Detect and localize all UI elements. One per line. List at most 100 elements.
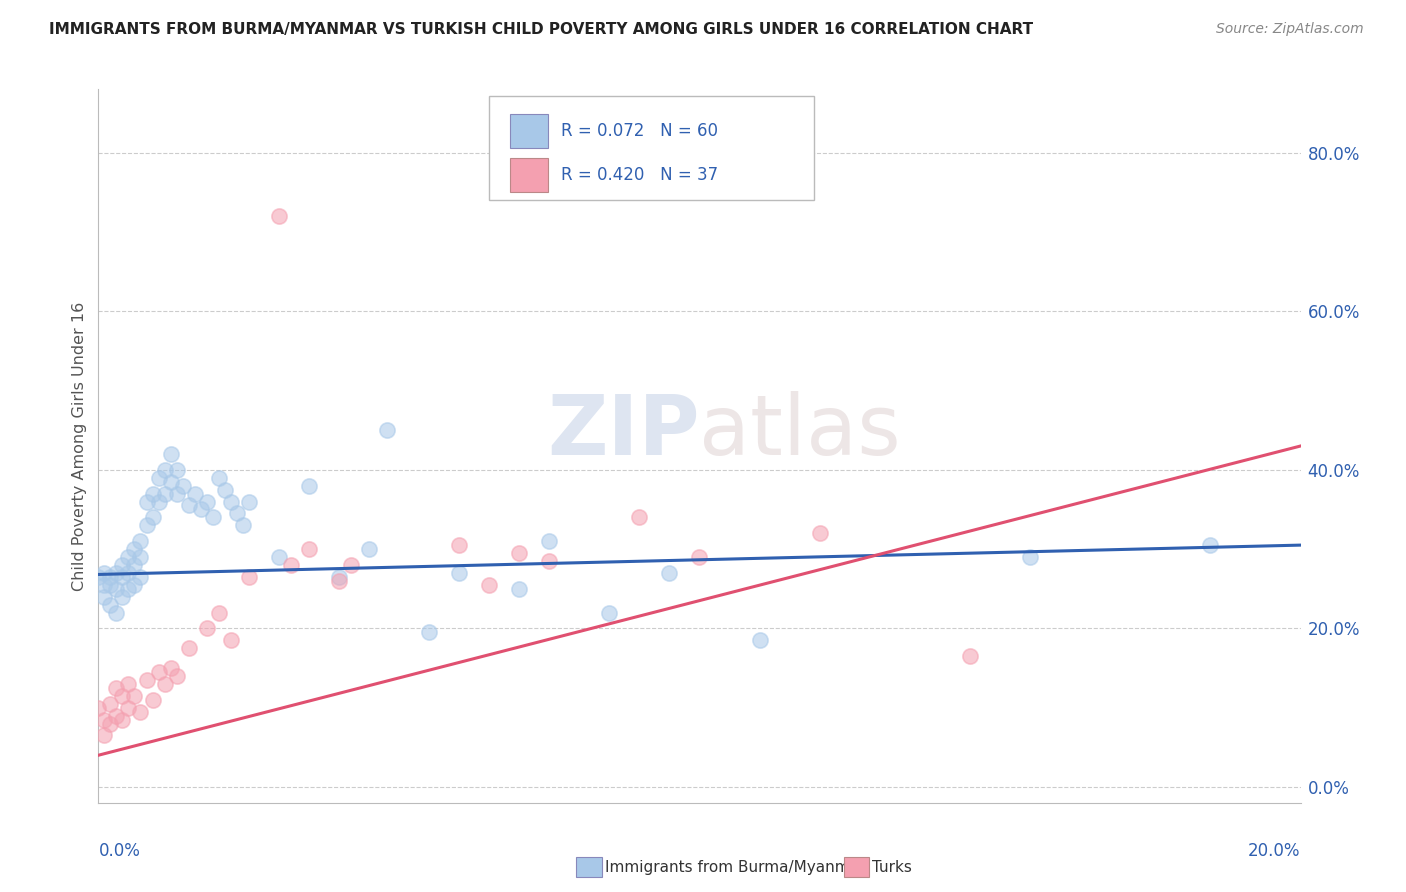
Point xyxy=(225,507,247,521)
Point xyxy=(166,463,188,477)
Point xyxy=(111,689,134,703)
Point xyxy=(280,558,302,572)
Text: 20.0%: 20.0% xyxy=(1249,842,1301,860)
Point xyxy=(148,665,170,679)
Text: Immigrants from Burma/Myanmar: Immigrants from Burma/Myanmar xyxy=(605,860,865,874)
Point xyxy=(195,494,218,508)
Point xyxy=(100,578,122,592)
Point xyxy=(105,681,128,695)
Point xyxy=(93,713,115,727)
Point xyxy=(219,494,242,508)
Point xyxy=(177,641,200,656)
Point xyxy=(159,475,181,489)
Point xyxy=(93,566,115,580)
Point xyxy=(105,708,128,723)
Point xyxy=(153,677,176,691)
Point xyxy=(141,692,163,706)
Point xyxy=(418,625,440,640)
Point xyxy=(1199,538,1222,552)
Bar xyxy=(509,113,548,148)
Text: atlas: atlas xyxy=(700,392,901,472)
Point xyxy=(201,510,224,524)
Point xyxy=(357,542,380,557)
Text: Source: ZipAtlas.com: Source: ZipAtlas.com xyxy=(1216,22,1364,37)
Text: 0.0%: 0.0% xyxy=(98,842,141,860)
Point xyxy=(124,578,146,592)
Point xyxy=(87,570,110,584)
Point xyxy=(111,713,134,727)
Point xyxy=(135,673,157,687)
Point xyxy=(93,578,115,592)
Point xyxy=(111,590,134,604)
Point xyxy=(538,554,561,568)
Point xyxy=(100,716,122,731)
Point xyxy=(190,502,212,516)
Point xyxy=(129,534,152,549)
Point xyxy=(105,606,128,620)
Point xyxy=(219,633,242,648)
Point xyxy=(100,570,122,584)
Point xyxy=(159,447,181,461)
Point xyxy=(111,570,134,584)
Point xyxy=(447,566,470,580)
Point xyxy=(298,542,321,557)
Text: ZIP: ZIP xyxy=(547,392,700,472)
Point xyxy=(267,209,290,223)
Point xyxy=(328,574,350,588)
Text: R = 0.420   N = 37: R = 0.420 N = 37 xyxy=(561,166,718,184)
Point xyxy=(129,549,152,564)
Point xyxy=(208,471,231,485)
Point xyxy=(124,542,146,557)
Point xyxy=(153,486,176,500)
Point xyxy=(238,570,260,584)
Point xyxy=(808,526,831,541)
Point xyxy=(328,570,350,584)
Text: IMMIGRANTS FROM BURMA/MYANMAR VS TURKISH CHILD POVERTY AMONG GIRLS UNDER 16 CORR: IMMIGRANTS FROM BURMA/MYANMAR VS TURKISH… xyxy=(49,22,1033,37)
Point xyxy=(628,510,651,524)
Point xyxy=(100,598,122,612)
Point xyxy=(748,633,770,648)
Text: Turks: Turks xyxy=(872,860,911,874)
Point xyxy=(148,494,170,508)
Point xyxy=(129,570,152,584)
Point xyxy=(172,478,194,492)
Point xyxy=(375,423,398,437)
Point xyxy=(105,582,128,596)
Point xyxy=(447,538,470,552)
Point xyxy=(117,566,139,580)
Point xyxy=(159,661,181,675)
Point xyxy=(689,549,711,564)
Point xyxy=(598,606,620,620)
Point xyxy=(195,621,218,635)
Point xyxy=(100,697,122,711)
Point xyxy=(117,677,139,691)
Point xyxy=(153,463,176,477)
Point xyxy=(298,478,321,492)
Point xyxy=(87,700,110,714)
Point xyxy=(658,566,681,580)
Point xyxy=(129,705,152,719)
Bar xyxy=(509,158,548,192)
Point xyxy=(538,534,561,549)
Point xyxy=(238,494,260,508)
Point xyxy=(214,483,236,497)
Point xyxy=(508,546,530,560)
Point xyxy=(117,700,139,714)
Point xyxy=(124,558,146,572)
Point xyxy=(340,558,363,572)
Point xyxy=(117,549,139,564)
Point xyxy=(959,649,981,664)
Point xyxy=(105,566,128,580)
Point xyxy=(117,582,139,596)
Point xyxy=(93,728,115,742)
Point xyxy=(141,486,163,500)
Y-axis label: Child Poverty Among Girls Under 16: Child Poverty Among Girls Under 16 xyxy=(72,301,87,591)
Point xyxy=(177,499,200,513)
Point xyxy=(267,549,290,564)
Point xyxy=(141,510,163,524)
Text: R = 0.072   N = 60: R = 0.072 N = 60 xyxy=(561,121,718,140)
Point xyxy=(111,558,134,572)
Point xyxy=(508,582,530,596)
Point xyxy=(148,471,170,485)
Point xyxy=(166,669,188,683)
